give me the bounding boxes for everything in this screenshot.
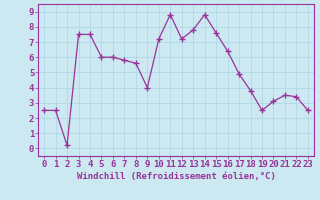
X-axis label: Windchill (Refroidissement éolien,°C): Windchill (Refroidissement éolien,°C): [76, 172, 276, 181]
